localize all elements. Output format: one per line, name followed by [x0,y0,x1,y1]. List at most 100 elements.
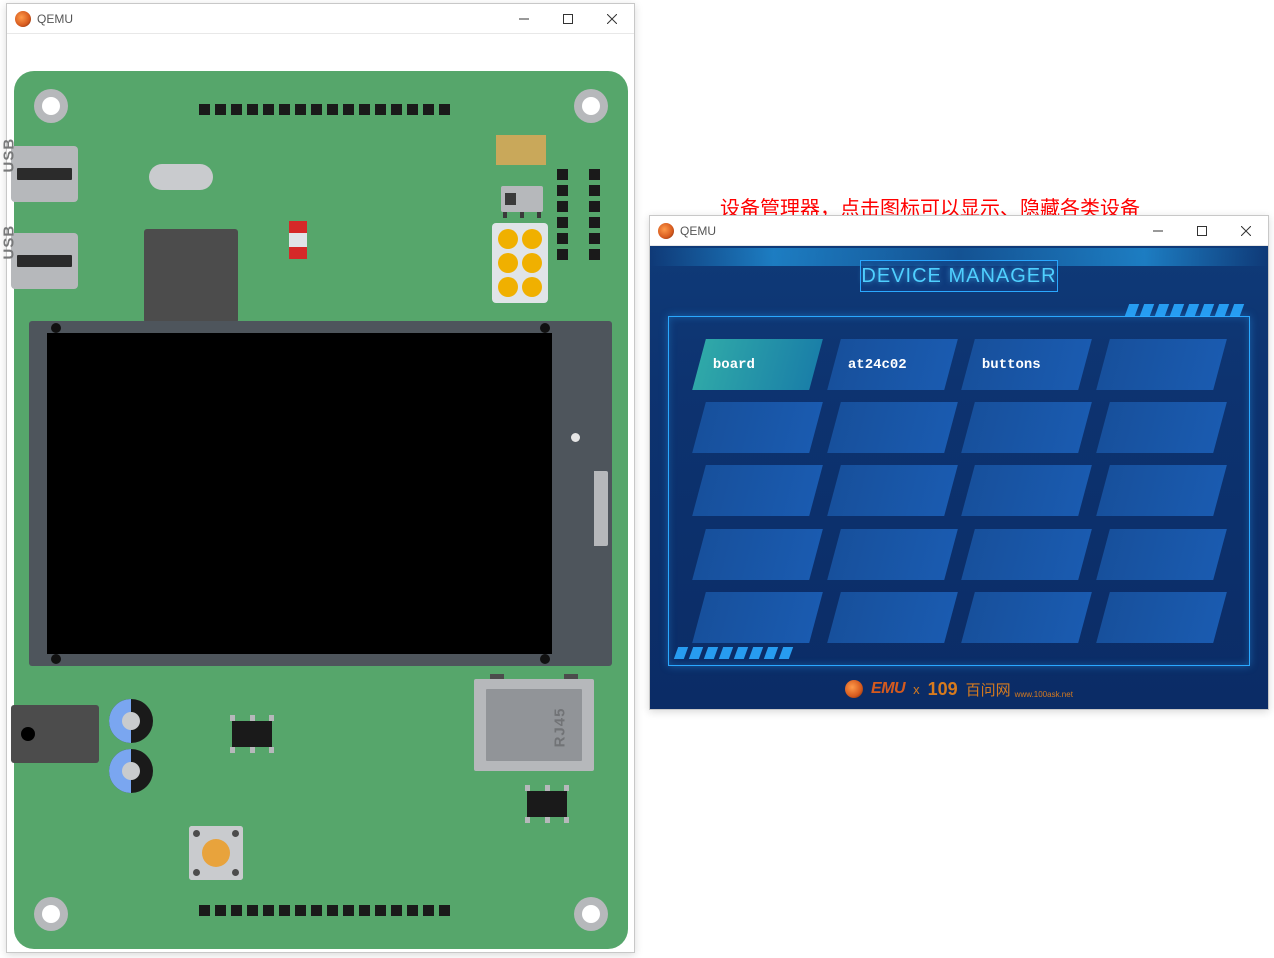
gold-pad [498,253,518,273]
usb-port-2[interactable]: USB [11,233,78,289]
device-manager-body: DEVICE MANAGER boardat24c02buttons EMU x… [650,246,1268,709]
header-pin [423,905,434,916]
header-pin [215,905,226,916]
gold-pad [522,277,542,297]
device-slot-empty[interactable] [1096,465,1226,516]
lcd-display[interactable] [29,321,612,666]
gold-pad [498,229,518,249]
device-slot-board[interactable]: board [692,339,822,390]
header-pin [375,104,386,115]
header-pin [589,217,600,228]
header-pin [439,104,450,115]
header-pin [359,104,370,115]
header-pin [439,905,450,916]
close-button[interactable] [590,4,634,34]
device-slot-empty[interactable] [961,529,1091,580]
regulator-chip-1 [232,721,272,747]
device-slot-empty[interactable] [1096,529,1226,580]
device-slot-empty[interactable] [827,465,957,516]
device-grid: boardat24c02buttons [699,339,1219,643]
header-pin [327,104,338,115]
footer-qemu: EMU [871,680,905,698]
red-capacitor [289,221,307,259]
device-slot-buttons[interactable]: buttons [961,339,1091,390]
header-right-1 [589,169,600,260]
header-pin [557,201,568,212]
header-pin [247,104,258,115]
mounting-hole [34,897,68,931]
mcu-chip [144,229,238,323]
window-device-manager: QEMU DEVICE MANAGER boardat24c02buttons … [649,215,1269,710]
board-canvas: USB USB [14,71,628,949]
header-pin [557,217,568,228]
mounting-hole [574,89,608,123]
gold-pad [522,229,542,249]
header-pin [199,104,210,115]
device-slot-empty[interactable] [692,465,822,516]
header-pin [247,905,258,916]
header-pin [199,905,210,916]
header-pin [589,185,600,196]
titlebar-1: QEMU [7,4,634,34]
gold-pad [498,277,518,297]
header-pin [557,169,568,180]
usb-port-1[interactable]: USB [11,146,78,202]
header-pin [375,905,386,916]
header-pin [359,905,370,916]
device-slot-empty[interactable] [827,402,957,453]
titlebar-2: QEMU [650,216,1268,246]
gold-pad [522,253,542,273]
device-slot-empty[interactable] [961,402,1091,453]
header-pin [589,249,600,260]
header-pin [557,185,568,196]
header-pin [327,905,338,916]
tactile-button[interactable] [189,826,243,880]
header-pin [557,233,568,244]
panel-title: DEVICE MANAGER [860,260,1058,292]
header-pin [423,104,434,115]
rj45-port[interactable]: RJ45 [474,679,594,771]
device-slot-empty[interactable] [1096,402,1226,453]
header-top [199,104,450,115]
device-slot-empty[interactable] [1096,592,1226,643]
device-slot-empty[interactable] [961,465,1091,516]
device-slot-empty[interactable] [692,592,822,643]
header-pin [263,905,274,916]
header-pin [231,905,242,916]
header-pin [391,104,402,115]
footer-branding: EMU x 109 百问网 www.100ask.net [650,675,1268,703]
maximize-button[interactable] [546,4,590,34]
maximize-button[interactable] [1180,216,1224,246]
capacitor-pair [109,699,153,793]
header-pin [279,905,290,916]
device-slot-empty[interactable] [961,592,1091,643]
device-slot-empty[interactable] [692,529,822,580]
device-slot-empty[interactable] [692,402,822,453]
device-slot-empty[interactable] [1096,339,1226,390]
header-pin [589,169,600,180]
header-pin [279,104,290,115]
header-pin [557,249,568,260]
dc-jack[interactable] [11,705,99,763]
header-pin [343,905,354,916]
header-pin [407,104,418,115]
slide-switch[interactable] [501,186,543,212]
header-pin [231,104,242,115]
device-slot-empty[interactable] [827,529,957,580]
header-bottom [199,905,450,916]
gold-pad-connector [492,223,548,303]
device-slot-at24c02[interactable]: at24c02 [827,339,957,390]
window-board: QEMU USB USB [6,3,635,953]
minimize-button[interactable] [1136,216,1180,246]
header-pin [589,233,600,244]
device-slot-empty[interactable] [827,592,957,643]
minimize-button[interactable] [502,4,546,34]
header-pin [343,104,354,115]
mounting-hole [34,89,68,123]
close-button[interactable] [1224,216,1268,246]
qemu-icon [658,223,674,239]
reset-button[interactable] [149,164,213,190]
header-pin [295,104,306,115]
qemu-icon [15,11,31,27]
mounting-hole [574,897,608,931]
